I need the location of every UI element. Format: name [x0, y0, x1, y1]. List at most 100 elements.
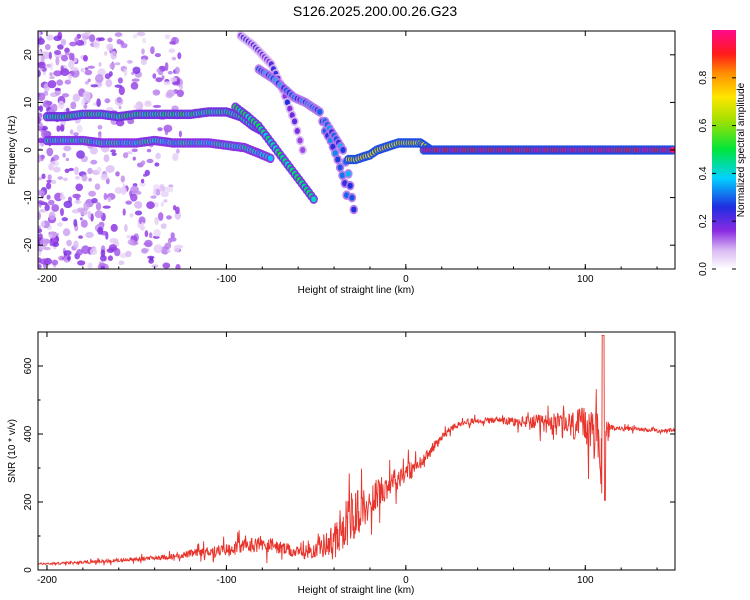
- heatmap-noise-blob: [38, 228, 43, 234]
- colorbar-label: Normalized spectral amplitude: [736, 82, 747, 217]
- heatmap-track-core: [337, 164, 343, 171]
- heatmap-noise-blob: [52, 166, 61, 173]
- heatmap-noise-blob: [134, 201, 143, 209]
- heatmap-noise-blob: [46, 179, 53, 183]
- colorbar-tick-label: 0.6: [698, 118, 709, 132]
- heatmap-noise-blob: [89, 34, 96, 43]
- heatmap-noise-blob: [153, 229, 161, 237]
- heatmap-noise-blob: [118, 260, 125, 266]
- heatmap-noise-blob: [64, 168, 70, 173]
- heatmap-noise-blob: [102, 205, 111, 209]
- heatmap-noise-blob: [169, 186, 174, 193]
- spectrogram-heatmap: [38, 31, 675, 269]
- heatmap-noise-blob: [38, 31, 41, 38]
- heatmap-noise-blob: [143, 173, 148, 177]
- heatmap-track-core: [292, 118, 298, 125]
- heatmap-noise-blob: [122, 183, 126, 192]
- snr-xtick-label: -200: [37, 575, 57, 586]
- heatmap-noise-blob: [84, 67, 89, 71]
- heatmap-noise-blob: [108, 244, 117, 251]
- snr-ytick-label: 400: [23, 425, 34, 442]
- heatmap-noise-blob: [38, 69, 41, 78]
- heatmap-noise-blob: [144, 101, 152, 107]
- heatmap-noise-blob: [68, 167, 74, 172]
- heatmap-noise-blob: [140, 58, 147, 65]
- heatmap-noise-blob: [38, 92, 46, 101]
- snr-ytick-label: 600: [23, 357, 34, 374]
- heatmap-noise-blob: [85, 200, 91, 204]
- heatmap-noise-blob: [172, 153, 179, 162]
- heatmap-noise-blob: [171, 56, 177, 61]
- heatmap-noise-blob: [84, 80, 89, 85]
- heatmap-noise-blob: [146, 201, 155, 210]
- snr-plot-area: [38, 332, 675, 570]
- heatmap-track-core: [294, 128, 300, 134]
- heatmap-noise-blob: [58, 100, 65, 110]
- heatmap-noise-blob: [114, 32, 123, 37]
- heatmap-noise-blob: [130, 193, 138, 202]
- heatmap-noise-blob: [126, 235, 131, 239]
- colorbar: 0.0 0.2 0.4 0.6 0.8 Normalized spectral ampl…: [698, 30, 747, 276]
- snr-ylabel: SNR (10 * v/v): [7, 419, 18, 483]
- heatmap-noise-blob: [74, 166, 79, 176]
- heatmap-noise-blob: [114, 187, 123, 194]
- heatmap-noise-blob: [167, 70, 173, 75]
- heatmap-noise-blob: [141, 248, 149, 254]
- heatmap-noise-blob: [97, 82, 103, 87]
- heatmap-noise-blob: [57, 176, 64, 180]
- heatmap-noise-blob: [155, 188, 161, 196]
- heatmap-noise-blob: [87, 167, 93, 175]
- heatmap-noise-blob: [54, 50, 61, 55]
- heatmap-noise-blob: [158, 212, 164, 221]
- heatmap-track-core: [339, 172, 345, 179]
- heatmap-noise-blob: [40, 220, 45, 228]
- heatmap-noise-blob: [175, 264, 181, 269]
- heatmap-noise-blob: [122, 152, 129, 159]
- spectrogram-ytick-label: 0: [23, 147, 34, 153]
- heatmap-noise-blob: [46, 63, 52, 68]
- heatmap-noise-blob: [55, 56, 60, 66]
- heatmap-noise-blob: [49, 76, 55, 79]
- heatmap-noise-blob: [62, 177, 68, 182]
- heatmap-noise-blob: [38, 200, 45, 204]
- heatmap-noise-blob: [166, 215, 172, 220]
- heatmap-noise-blob: [87, 210, 92, 220]
- heatmap-noise-blob: [105, 79, 113, 88]
- heatmap-noise-blob: [75, 183, 83, 192]
- heatmap-noise-blob: [124, 224, 128, 232]
- heatmap-noise-blob: [80, 33, 90, 38]
- heatmap-noise-blob: [125, 200, 132, 205]
- heatmap-noise-blob: [65, 157, 70, 162]
- heatmap-noise-blob: [95, 74, 104, 83]
- heatmap-noise-blob: [88, 177, 92, 182]
- heatmap-noise-blob: [114, 248, 121, 257]
- heatmap-noise-blob: [142, 37, 147, 44]
- heatmap-noise-blob: [44, 204, 50, 211]
- heatmap-noise-blob: [90, 213, 94, 222]
- heatmap-noise-blob: [73, 240, 79, 249]
- heatmap-noise-blob: [57, 44, 64, 50]
- spectrogram-ytick-label: 20: [23, 49, 34, 61]
- heatmap-noise-blob: [154, 162, 160, 167]
- colorbar-ticks: 0.0 0.2 0.4 0.6 0.8: [698, 70, 736, 276]
- heatmap-noise-blob: [48, 199, 55, 206]
- heatmap-noise-blob: [50, 160, 59, 167]
- heatmap-noise-blob: [49, 72, 53, 77]
- heatmap-noise-blob: [60, 191, 64, 199]
- heatmap-noise-blob: [89, 247, 98, 256]
- heatmap-noise-blob: [38, 143, 41, 147]
- snr-xtick-label: 0: [403, 575, 409, 586]
- heatmap-noise-blob: [154, 216, 159, 226]
- heatmap-noise-blob: [106, 43, 114, 51]
- heatmap-noise-blob: [74, 200, 82, 205]
- spectrogram-xtick-label: -100: [216, 274, 236, 285]
- heatmap-noise-blob: [56, 125, 61, 132]
- heatmap-noise-blob: [104, 51, 108, 56]
- heatmap-noise-blob: [51, 103, 58, 113]
- heatmap-noise-blob: [140, 160, 146, 165]
- heatmap-track-core: [335, 156, 341, 163]
- heatmap-noise-blob: [164, 62, 169, 72]
- heatmap-noise-blob: [164, 34, 171, 40]
- heatmap-noise-blob: [90, 159, 98, 165]
